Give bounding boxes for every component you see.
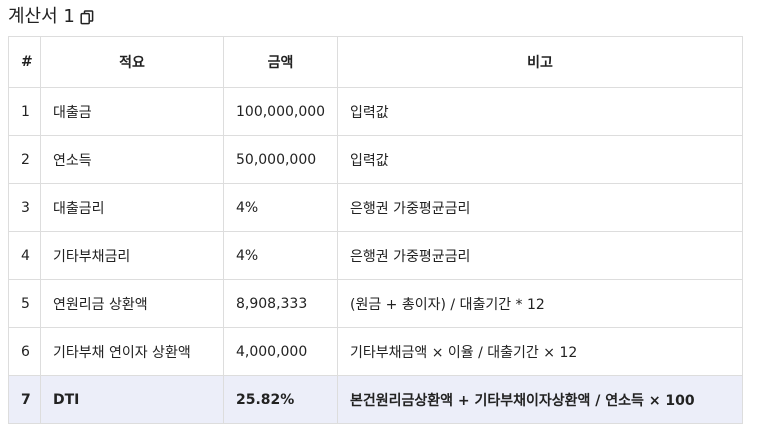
row-amount: 4,000,000 — [223, 327, 338, 376]
table-row: 2 연소득 50,000,000 입력값 — [8, 135, 743, 184]
table-row: 1 대출금 100,000,000 입력값 — [8, 87, 743, 136]
header-note: 비고 — [337, 36, 743, 88]
row-amount: 4% — [223, 183, 338, 232]
row-amount: 100,000,000 — [223, 87, 338, 136]
row-amount: 50,000,000 — [223, 135, 338, 184]
row-description: 기타부채금리 — [40, 231, 224, 280]
table-header-row: # 적요 금액 비고 — [8, 36, 743, 88]
row-description: 대출금 — [40, 87, 224, 136]
row-amount: 25.82% — [223, 375, 338, 424]
row-description: 연원리금 상환액 — [40, 279, 224, 328]
header-number: # — [8, 36, 41, 88]
row-note: 기타부채금액 × 이율 / 대출기간 × 12 — [337, 327, 743, 376]
table-row: 3 대출금리 4% 은행권 가중평균금리 — [8, 183, 743, 232]
calculation-table: # 적요 금액 비고 1 대출금 100,000,000 입력값 2 연소득 5… — [8, 36, 743, 424]
row-description: 대출금리 — [40, 183, 224, 232]
row-number: 7 — [8, 375, 41, 424]
row-note: 은행권 가중평균금리 — [337, 183, 743, 232]
header-description: 적요 — [40, 36, 224, 88]
row-amount: 8,908,333 — [223, 279, 338, 328]
table-row-total: 7 DTI 25.82% 본건원리금상환액 + 기타부채이자상환액 / 연소득 … — [8, 375, 743, 424]
row-number: 4 — [8, 231, 41, 280]
row-number: 3 — [8, 183, 41, 232]
row-note: 입력값 — [337, 87, 743, 136]
row-note: 은행권 가중평균금리 — [337, 231, 743, 280]
row-description: DTI — [40, 375, 224, 424]
copy-icon-svg — [80, 9, 94, 24]
table-row: 4 기타부채금리 4% 은행권 가중평균금리 — [8, 231, 743, 280]
row-number: 2 — [8, 135, 41, 184]
row-number: 1 — [8, 87, 41, 136]
table-row: 5 연원리금 상환액 8,908,333 (원금 + 총이자) / 대출기간 *… — [8, 279, 743, 328]
row-note: 입력값 — [337, 135, 743, 184]
table-row: 6 기타부채 연이자 상환액 4,000,000 기타부채금액 × 이율 / 대… — [8, 327, 743, 376]
row-number: 6 — [8, 327, 41, 376]
row-amount: 4% — [223, 231, 338, 280]
row-note: (원금 + 총이자) / 대출기간 * 12 — [337, 279, 743, 328]
row-number: 5 — [8, 279, 41, 328]
header-amount: 금액 — [223, 36, 338, 88]
page-title: 계산서 1 — [8, 6, 75, 27]
row-description: 기타부채 연이자 상환액 — [40, 327, 224, 376]
copy-icon[interactable] — [79, 9, 95, 25]
row-note: 본건원리금상환액 + 기타부채이자상환액 / 연소득 × 100 — [337, 375, 743, 424]
row-description: 연소득 — [40, 135, 224, 184]
calc-title-row: 계산서 1 — [8, 4, 95, 30]
